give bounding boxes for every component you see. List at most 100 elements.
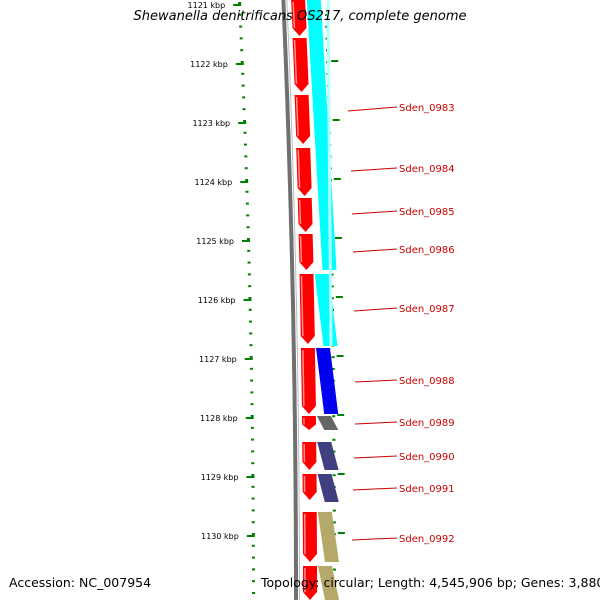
minor-tick [246,214,249,216]
minor-tick [251,450,254,452]
minor-tick [252,580,255,582]
cog-block [316,348,338,414]
minor-tick [243,108,246,110]
minor-tick [244,144,247,146]
major-tick [246,417,254,419]
minor-tick [243,132,246,134]
gene-label: Sden_0983 [399,103,455,114]
outer-major-tick [333,119,340,121]
minor-tick [248,297,251,299]
gene-label-line [351,168,397,171]
major-tick [240,181,248,183]
outer-minor-tick [332,415,335,417]
minor-tick [247,238,250,240]
cds-arrow-shine [300,200,301,224]
gene-label: Sden_0990 [399,452,455,463]
minor-tick [240,37,243,39]
gene-label: Sden_0988 [399,376,455,387]
minor-tick [250,391,253,393]
minor-tick [251,415,254,417]
major-tick [233,4,241,6]
gene-label-line [348,107,397,111]
gene-label-line [355,422,397,424]
minor-tick [247,250,250,252]
outer-major-tick [337,355,344,357]
minor-tick [252,533,255,535]
gene-label: Sden_0987 [399,304,455,315]
minor-tick [249,309,252,311]
outer-minor-tick [333,474,336,476]
gene-label: Sden_0984 [399,164,455,175]
outer-minor-tick [333,510,336,512]
kbp-label: 1125 kbp [196,237,234,246]
kbp-label: 1127 kbp [199,355,237,364]
gene-label-line [352,211,397,214]
minor-tick [251,439,254,441]
minor-tick [251,462,254,464]
minor-tick [249,332,252,334]
minor-tick [250,403,253,405]
gene-label: Sden_0992 [399,534,455,545]
outer-major-tick [331,60,338,62]
minor-tick [252,498,255,500]
minor-tick [252,568,255,570]
minor-tick [252,557,255,559]
minor-tick [250,356,253,358]
minor-tick [245,179,248,181]
gene-label: Sden_0985 [399,207,455,218]
minor-tick [240,49,243,51]
minor-tick [252,509,255,511]
minor-tick [252,592,255,594]
gene-label-line [354,308,397,311]
minor-tick [248,262,251,264]
outer-major-tick [338,532,345,534]
major-tick [242,240,250,242]
minor-tick [238,2,241,4]
gene-label: Sden_0986 [399,245,455,256]
minor-tick [249,344,252,346]
major-tick [244,299,252,301]
outer-minor-tick [333,569,336,571]
major-tick [247,535,255,537]
kbp-label: 1123 kbp [192,119,230,128]
minor-tick [241,61,244,63]
minor-tick [242,96,245,98]
kbp-label: 1124 kbp [195,178,233,187]
minor-tick [239,26,242,28]
minor-tick [245,191,248,193]
map-title: Shewanella denitrificans OS217, complete… [0,9,600,24]
major-tick [245,358,253,360]
minor-tick [250,380,253,382]
kbp-label: 1130 kbp [201,532,239,541]
minor-tick [252,545,255,547]
cog-block [318,512,339,562]
topology-text: Topology: circular; Length: 4,545,906 bp… [261,575,600,590]
outer-minor-tick [332,439,335,441]
minor-tick [245,167,248,169]
cog-block [317,416,338,430]
minor-tick [251,427,254,429]
kbp-label: 1129 kbp [201,473,239,482]
kbp-label: 1122 kbp [190,60,228,69]
minor-tick [242,85,245,87]
minor-tick [241,73,244,75]
gene-label-line [353,249,397,252]
cog-block [317,442,338,470]
minor-tick [248,285,251,287]
minor-tick [249,321,252,323]
minor-tick [248,273,251,275]
outer-major-tick [337,414,344,416]
outer-minor-tick [332,356,335,358]
major-tick [238,122,246,124]
gene-label: Sden_0989 [399,418,455,429]
outer-major-tick [336,296,343,298]
cds-arrow-shine [301,236,302,262]
outer-major-tick [334,178,341,180]
gene-label-line [352,538,397,540]
cds-arrow-shine [303,350,304,406]
minor-tick [247,226,250,228]
backbone-line [283,0,296,600]
minor-tick [250,368,253,370]
minor-tick [251,486,254,488]
